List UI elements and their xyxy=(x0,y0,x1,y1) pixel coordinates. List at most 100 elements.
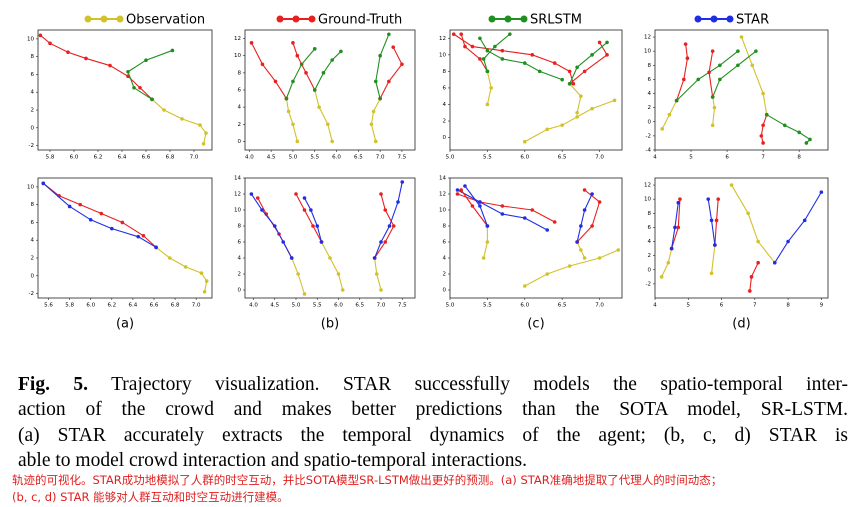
y-tick-label: 12 xyxy=(644,35,651,41)
trajectory-point xyxy=(597,256,602,260)
trajectory-point xyxy=(530,53,535,57)
trajectory-point xyxy=(379,240,383,244)
trajectory-point xyxy=(605,40,609,45)
trajectory-point xyxy=(756,260,760,265)
x-tick-label: 5.5 xyxy=(313,303,322,309)
trajectory-point xyxy=(198,123,202,127)
trajectory-point xyxy=(706,197,711,201)
trajectory-point xyxy=(522,216,527,220)
trajectory-point xyxy=(201,141,206,146)
trajectory-point xyxy=(291,122,295,127)
trajectory-point xyxy=(378,96,382,101)
y-tick-label: 2 xyxy=(648,105,652,111)
trajectory-point xyxy=(309,208,313,212)
caption-label: Fig. 5. xyxy=(18,374,88,395)
x-tick-label: 7.0 xyxy=(595,303,604,309)
x-tick-label: 7.5 xyxy=(398,155,407,161)
trajectory-point xyxy=(736,49,740,53)
trajectory-point xyxy=(273,79,278,84)
legend-marker xyxy=(116,15,124,23)
trajectory-point xyxy=(782,123,787,128)
trajectory xyxy=(460,189,488,227)
trajectory xyxy=(569,83,582,113)
x-tick-label: 7.0 xyxy=(595,155,604,161)
trajectory xyxy=(711,244,716,274)
trajectory-point xyxy=(317,105,321,109)
trajectory-point xyxy=(396,200,400,204)
trajectory-point xyxy=(575,115,579,119)
trajectory xyxy=(321,241,344,291)
trajectory xyxy=(251,42,287,99)
legend-label: Ground-Truth xyxy=(318,13,402,28)
trajectory xyxy=(453,33,574,84)
trajectory-point xyxy=(281,240,286,244)
legend-marker xyxy=(292,15,300,23)
trajectory-point xyxy=(522,61,527,65)
trajectory-point xyxy=(162,108,166,112)
trajectory xyxy=(766,114,811,144)
figure: Observation Ground-Truth SRLSTM STAR 5.8 6.0 6… xyxy=(27,13,829,332)
trajectory-point xyxy=(567,69,572,74)
y-tick-label: 8 xyxy=(648,63,652,69)
x-tick-label: 6.5 xyxy=(355,303,364,309)
y-tick-label: 8 xyxy=(443,69,447,75)
trajectory-point xyxy=(387,224,392,228)
trajectory-point xyxy=(718,77,722,82)
x-tick-label: 7.0 xyxy=(190,155,199,161)
trajectory-point xyxy=(707,70,711,75)
trajectory-point xyxy=(764,112,769,117)
y-tick-label: 0 xyxy=(238,139,242,145)
y-tick-label: 10 xyxy=(439,208,446,214)
x-tick-label: 6.0 xyxy=(520,155,529,161)
x-tick-label: 5.8 xyxy=(65,303,74,309)
trajectory xyxy=(524,99,615,143)
y-tick-label: 6 xyxy=(443,240,447,246)
trajectory xyxy=(708,51,714,98)
caption-line: Fig. 5. Trajectory visualization. STAR s… xyxy=(18,372,848,397)
trajectory-point xyxy=(391,45,396,49)
trajectory-point xyxy=(710,123,715,128)
trajectory-point xyxy=(286,109,291,114)
x-tick-label: 5 xyxy=(687,303,691,309)
x-tick-label: 6.8 xyxy=(166,155,175,161)
trajectory-point xyxy=(481,256,486,260)
trajectory-point xyxy=(463,184,467,188)
trajectory xyxy=(479,37,563,81)
x-tick-label: 4 xyxy=(653,155,657,161)
trajectory xyxy=(774,191,822,263)
trajectory xyxy=(292,42,316,91)
y-tick-label: 6 xyxy=(238,240,242,246)
trajectory-point xyxy=(508,32,512,36)
y-tick-label: 12 xyxy=(439,192,446,198)
trajectory-point xyxy=(455,188,460,192)
trajectory-point xyxy=(470,204,475,208)
trajectory-point xyxy=(714,218,719,223)
trajectory-point xyxy=(605,53,609,57)
legend-marker xyxy=(504,15,512,23)
x-tick-label: 5.0 xyxy=(446,155,455,161)
trajectory-point xyxy=(750,63,755,68)
trajectory-point xyxy=(330,58,334,62)
legend-marker xyxy=(308,15,316,23)
x-tick-label: 6.0 xyxy=(334,303,343,309)
panel-label: (b) xyxy=(321,317,339,332)
trajectory-point xyxy=(746,211,750,216)
trajectory-point xyxy=(99,211,104,216)
x-tick-label: 6.4 xyxy=(129,303,138,309)
x-tick-label: 7.5 xyxy=(398,303,407,309)
trajectory-point xyxy=(340,288,345,292)
x-tick-label: 5.0 xyxy=(292,303,301,309)
trajectory-point xyxy=(369,122,374,127)
y-tick-label: 6 xyxy=(648,225,652,231)
y-tick-label: 14 xyxy=(234,176,241,182)
y-tick-label: 2 xyxy=(31,108,35,114)
trajectory-point xyxy=(669,246,674,251)
trajectory xyxy=(460,33,488,72)
trajectory-point xyxy=(616,248,621,252)
trajectory-point xyxy=(739,35,744,39)
y-tick-label: 6 xyxy=(31,220,35,226)
trajectory xyxy=(524,249,619,287)
trajectory-point xyxy=(84,56,88,61)
trajectory-point xyxy=(374,272,379,276)
